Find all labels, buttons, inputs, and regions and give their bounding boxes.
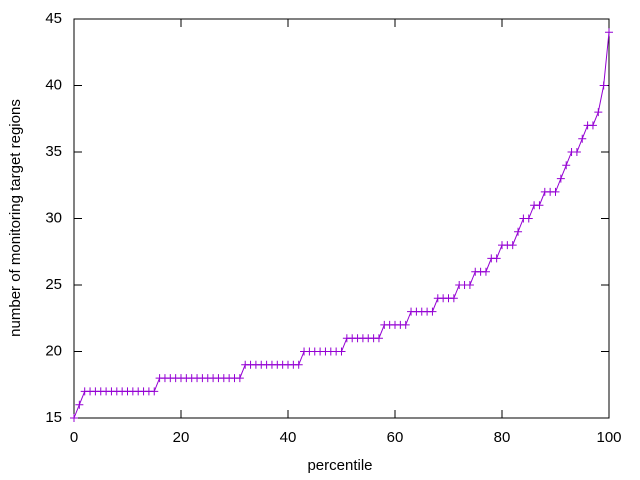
data-point: [150, 387, 159, 396]
data-point: [70, 414, 78, 422]
data-point: [401, 320, 410, 329]
data-point: [599, 81, 608, 90]
x-tick-label: 40: [280, 429, 297, 446]
data-point: [337, 347, 346, 356]
y-tick-label: 35: [45, 143, 62, 160]
data-point: [235, 374, 244, 383]
data-point: [556, 174, 565, 183]
data-point: [562, 161, 571, 170]
data-point: [535, 201, 544, 210]
y-tick-label: 30: [45, 209, 62, 226]
data-point: [374, 334, 383, 343]
data-point: [465, 281, 474, 289]
data-point: [294, 360, 303, 369]
data-point: [594, 108, 603, 117]
y-tick-label: 45: [45, 10, 62, 27]
data-point: [481, 267, 490, 276]
y-tick-label: 25: [45, 276, 62, 293]
x-tick-label: 100: [596, 429, 621, 446]
y-tick-label: 40: [45, 76, 62, 93]
y-tick-label: 20: [45, 342, 62, 359]
data-point: [449, 294, 458, 303]
x-tick-label: 0: [70, 429, 78, 446]
x-tick-label: 80: [494, 429, 511, 446]
data-line: [73, 32, 610, 419]
data-point: [578, 134, 587, 143]
data-point: [572, 148, 581, 156]
data-point: [514, 227, 523, 236]
x-tick-label: 60: [387, 429, 404, 446]
data-point: [508, 241, 517, 250]
data-point: [551, 187, 560, 196]
y-axis-label: number of monitoring target regions: [7, 99, 24, 337]
x-axis-label: percentile: [307, 457, 372, 474]
x-tick-label: 20: [173, 429, 190, 446]
data-point: [428, 307, 437, 316]
data-point: [492, 254, 501, 263]
data-point: [588, 121, 597, 130]
y-tick-label: 15: [45, 409, 62, 426]
data-point: [524, 214, 533, 223]
data-point: [605, 28, 613, 37]
data-point: [75, 400, 84, 409]
